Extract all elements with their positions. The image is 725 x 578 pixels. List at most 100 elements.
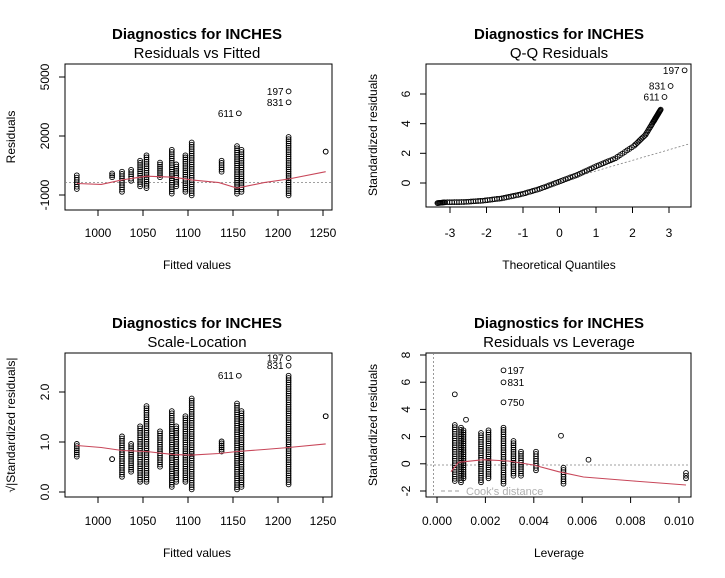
data-point xyxy=(510,466,517,473)
x-tick-label: 1000 xyxy=(85,514,112,528)
data-point xyxy=(285,168,292,175)
data-point xyxy=(478,479,484,486)
panel-scale-location: Diagnostics for INCHES Scale-Location 10… xyxy=(4,315,337,560)
data-point xyxy=(143,183,150,189)
data-point xyxy=(285,160,292,166)
data-point xyxy=(182,158,189,165)
data-point xyxy=(143,172,150,178)
data-point xyxy=(128,464,134,471)
data-point xyxy=(143,152,150,159)
x-axis: -3 -2 -1 0 1 2 3 Theoretical Quantiles xyxy=(445,206,673,272)
data-point xyxy=(182,476,189,483)
data-point xyxy=(500,399,507,406)
data-point xyxy=(182,435,189,441)
data-point xyxy=(485,475,492,482)
y-tick-label: 0.0 xyxy=(38,483,52,500)
panel-title: Diagnostics for INCHES xyxy=(474,315,644,332)
data-point xyxy=(485,460,492,466)
data-point xyxy=(560,478,567,485)
x-tick-label: 1050 xyxy=(130,514,157,528)
y-axis: 0.0 1.0 2.0 √|Standardized residuals| xyxy=(4,358,66,500)
data-point xyxy=(460,471,467,477)
data-point xyxy=(109,170,115,177)
data-point xyxy=(119,473,125,480)
data-point xyxy=(182,452,189,459)
data-point xyxy=(173,163,180,170)
data-point xyxy=(285,362,292,369)
outlier-label: 197 xyxy=(267,87,284,98)
data-point xyxy=(518,470,524,477)
x-axis: 1000 1050 1100 1150 1200 1250 Fitted val… xyxy=(85,496,337,560)
x-tick-label: 0.002 xyxy=(470,514,500,528)
data-point xyxy=(285,190,292,197)
data-point xyxy=(182,478,189,485)
y-tick-label: -1000 xyxy=(38,179,52,210)
data-point xyxy=(667,83,674,89)
x-tick-label: 1050 xyxy=(130,226,157,240)
x-tick-label: 1250 xyxy=(310,226,337,240)
x-tick-label: 0.008 xyxy=(616,514,646,528)
data-point xyxy=(188,192,195,199)
data-point xyxy=(143,174,150,181)
data-point xyxy=(128,441,134,447)
outlier-label: 831 xyxy=(508,378,525,389)
x-tick-label: 1250 xyxy=(310,514,337,528)
x-tick-label: 0 xyxy=(556,226,563,240)
outlier-label: 611 xyxy=(218,371,234,382)
y-tick-label: 4 xyxy=(399,406,413,413)
data-point xyxy=(137,172,143,179)
data-point xyxy=(157,165,163,172)
y-tick-label: 0 xyxy=(399,179,413,186)
outlier-label: 831 xyxy=(267,98,284,109)
data-point xyxy=(73,453,80,460)
data-point xyxy=(137,168,143,175)
data-point xyxy=(681,67,688,74)
data-point xyxy=(285,157,292,164)
y-tick-label: 2 xyxy=(399,150,413,157)
y-tick-label: 6 xyxy=(399,379,413,386)
data-point xyxy=(285,136,292,143)
data-point xyxy=(661,94,668,100)
data-point xyxy=(285,179,292,186)
data-point xyxy=(500,478,507,485)
data-point xyxy=(157,163,163,170)
data-point xyxy=(182,160,189,167)
data-point xyxy=(182,182,189,189)
data-point xyxy=(553,179,559,186)
data-point xyxy=(285,479,292,486)
data-point xyxy=(137,181,143,187)
data-point xyxy=(182,156,189,163)
data-point xyxy=(137,476,143,483)
data-point xyxy=(510,444,517,451)
data-point xyxy=(460,458,467,464)
data-point xyxy=(137,183,143,190)
y-axis-label: Standardized residuals xyxy=(366,74,380,196)
data-point xyxy=(460,449,467,456)
data-point xyxy=(218,440,225,447)
data-point xyxy=(128,456,134,462)
data-point xyxy=(285,140,292,147)
data-point xyxy=(182,180,189,187)
data-point xyxy=(463,416,469,423)
data-point xyxy=(285,481,292,488)
y-axis: -1000 2000 5000 Residuals xyxy=(4,63,66,210)
outlier-label: 750 xyxy=(508,398,525,409)
x-tick-label: 1150 xyxy=(220,514,246,528)
data-point xyxy=(478,477,484,483)
data-point xyxy=(285,192,292,199)
y-tick-label: 2.0 xyxy=(38,383,52,400)
data-point xyxy=(285,355,292,361)
y-tick-label: 0 xyxy=(399,460,413,467)
outlier-label: 611 xyxy=(644,93,660,104)
data-point xyxy=(683,475,689,482)
data-point xyxy=(157,161,163,168)
data-point xyxy=(137,157,143,164)
data-point xyxy=(73,447,80,454)
data-point xyxy=(558,432,564,439)
data-point xyxy=(143,185,150,191)
smoother-line xyxy=(450,459,687,486)
data-point xyxy=(285,186,292,192)
data-point xyxy=(460,447,467,453)
x-tick-label: 0.004 xyxy=(519,514,549,528)
